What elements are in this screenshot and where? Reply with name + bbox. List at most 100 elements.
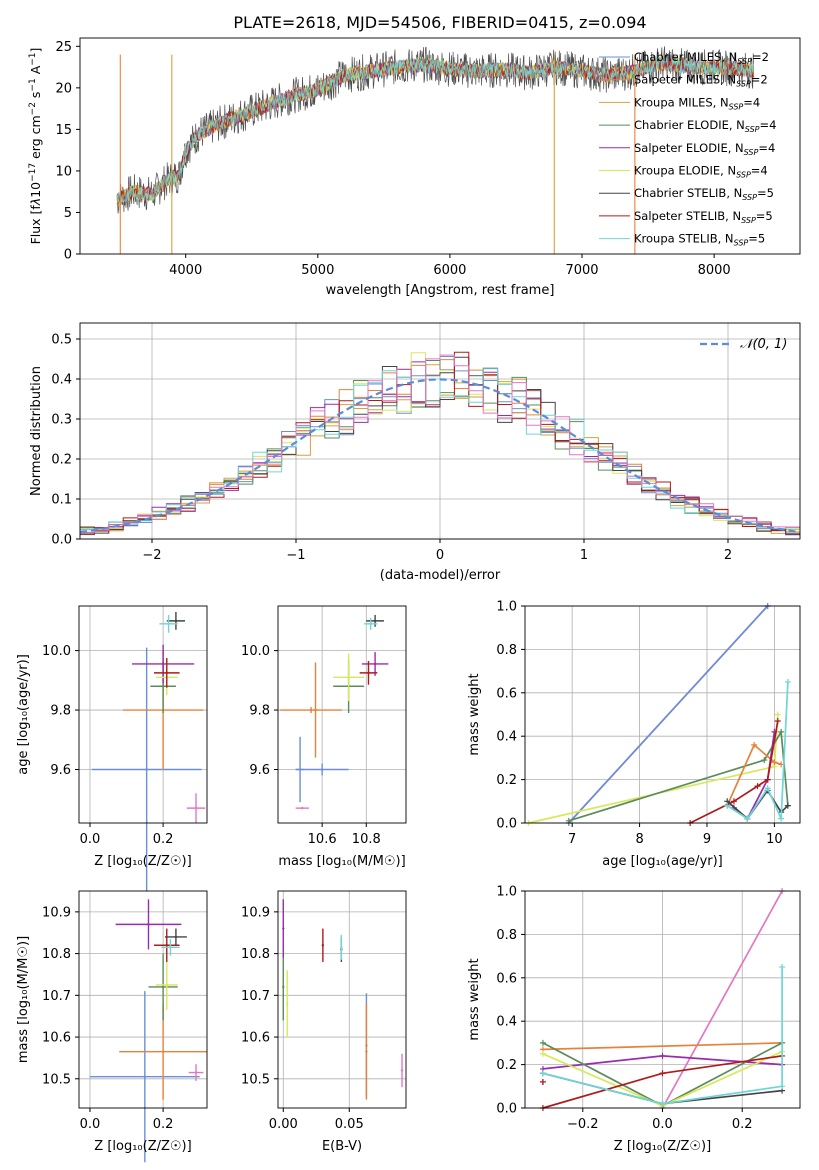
x-tick-label: −2	[142, 548, 161, 563]
x-tick-label: 9	[703, 832, 711, 847]
weight-marker	[539, 1050, 546, 1057]
y-axis-label: mass [log₁₀(M/M☉)]	[16, 936, 31, 1063]
weight-marker	[784, 678, 791, 685]
spectrum-y-axis-label: Flux [fλ10−17 erg cm−2 s−1 A−1]	[28, 48, 43, 245]
weight-marker	[539, 1070, 546, 1077]
plot-frame	[78, 605, 208, 824]
data-point	[165, 671, 168, 675]
x-tick-label: 0.0	[652, 1117, 673, 1132]
data-point	[165, 983, 168, 987]
data-point	[286, 1002, 289, 1005]
x-tick-label: 0.00	[269, 1117, 298, 1132]
data-point	[320, 768, 324, 771]
weight-marker	[764, 785, 771, 792]
x-tick-label: 10	[766, 832, 783, 847]
histogram-legend: 𝒩(0, 1)	[700, 337, 787, 352]
z-weight-panel: −0.2 0.0 0.2 0.0 0.2 0.4 0.6 0.8 1.0 Z [log₁₀(Z/Z…	[467, 885, 801, 1154]
weight-marker	[778, 815, 785, 822]
weight-marker	[774, 711, 781, 718]
y-tick-label: 9.6	[50, 763, 71, 778]
x-tick-label: 0.2	[732, 1117, 753, 1132]
weight-marker	[539, 1039, 546, 1046]
x-axis-label: Z [log₁₀(Z/Z☉)]	[94, 1139, 191, 1154]
x-tick-label: 0.2	[153, 1117, 174, 1132]
data-point	[282, 985, 285, 989]
weight-marker	[764, 776, 771, 783]
ebv-mass-panel: 0.00 0.05 10.5 10.6 10.7 10.8 10.9 E(B-V)	[241, 890, 407, 1154]
weight-line-4	[726, 743, 782, 806]
y-tick-label: 10.5	[42, 1072, 71, 1087]
x-axis-label: Z [log₁₀(Z/Z☉)]	[94, 854, 191, 869]
y-tick-label: 1.0	[496, 885, 517, 900]
x-axis-label: Z [log₁₀(Z/Z☉)]	[614, 1139, 711, 1154]
data-point	[321, 944, 325, 947]
x-axis-label: mass [log₁₀(M/M☉)]	[278, 854, 405, 869]
spectrum-legend: Chabrier MILES, NSSP=2 Salpeter MILES, NS…	[599, 50, 776, 248]
y-tick-label: 10.5	[241, 1072, 270, 1087]
x-tick-label: 8000	[698, 263, 731, 278]
x-tick-label: −1	[286, 548, 305, 563]
y-tick-label: 10.6	[241, 1031, 270, 1046]
weight-marker	[730, 798, 737, 805]
legend-label: Kroupa ELODIE, NSSP=4	[634, 164, 768, 180]
data-point	[161, 662, 165, 666]
legend-label: Chabrier MILES, NSSP=2	[634, 50, 769, 66]
data-point	[194, 806, 198, 810]
y-tick-label: 5	[64, 206, 72, 221]
spectrum-title: PLATE=2618, MJD=54506, FIBERID=0415, z=0…	[233, 13, 646, 32]
x-tick-label: 6000	[433, 263, 466, 278]
y-tick-label: 0.0	[496, 817, 517, 832]
data-point	[194, 1071, 198, 1074]
weight-marker	[784, 802, 791, 809]
y-axis-label: mass weight	[467, 958, 482, 1040]
data-point	[365, 1050, 368, 1053]
weight-marker	[779, 1083, 786, 1090]
x-tick-label: 0.2	[153, 832, 174, 847]
data-point	[347, 676, 350, 679]
y-tick-label: 9.6	[249, 763, 270, 778]
y-tick-label: 9.8	[50, 704, 71, 719]
y-tick-label: 10.8	[42, 947, 71, 962]
data-point	[161, 985, 165, 989]
y-tick-label: 10.8	[241, 947, 270, 962]
x-tick-label: 5000	[301, 263, 334, 278]
spectrum-x-axis-label: wavelength [Angstrom, rest frame]	[326, 283, 555, 298]
x-axis-label: E(B-V)	[322, 1139, 362, 1154]
x-tick-label: 8	[635, 832, 643, 847]
y-tick-label: 10.9	[42, 905, 71, 920]
plot-frame	[277, 605, 407, 824]
legend-label: Salpeter MILES, NSSP=2	[634, 73, 768, 89]
y-tick-label: 10.9	[241, 905, 270, 920]
weight-marker	[539, 1078, 546, 1085]
x-tick-label: 0.0	[80, 1117, 101, 1132]
data-point	[340, 946, 343, 949]
weight-marker	[761, 757, 768, 764]
data-point	[161, 1050, 165, 1053]
weight-marker	[754, 783, 761, 790]
y-tick-label: 9.8	[249, 704, 270, 719]
legend-label: Salpeter ELODIE, NSSP=4	[634, 141, 775, 157]
y-tick-label: 0.2	[496, 773, 517, 788]
x-tick-label: 2	[724, 548, 732, 563]
legend-label: Chabrier ELODIE, NSSP=4	[634, 118, 776, 134]
spectrum-axis-ticks: 4000 5000 6000 7000 8000 0 5 10 15 20 25	[55, 40, 730, 278]
y-tick-label: 10.0	[241, 644, 270, 659]
data-point	[373, 662, 377, 666]
legend-label: Salpeter STELIB, NSSP=5	[634, 209, 773, 225]
histogram-series-8	[80, 368, 800, 530]
legend-label: Kroupa MILES, NSSP=4	[634, 95, 760, 111]
weight-marker	[744, 815, 751, 822]
data-point	[143, 1075, 147, 1078]
plot-frame	[78, 890, 208, 1109]
y-tick-label: 0.2	[496, 1058, 517, 1073]
data-point	[309, 708, 313, 712]
weight-line-1	[542, 1042, 783, 1051]
y-tick-label: 0.6	[496, 686, 517, 701]
normal-distribution-curve	[79, 378, 798, 534]
x-tick-label: 0.05	[335, 1117, 364, 1132]
plot-frame	[524, 605, 801, 824]
z-age-panel: 0.0 0.2 9.6 9.8 10.0 Z [log₁₀(Z/Z☉)] age [log₁…	[16, 605, 208, 892]
age-weight-panel: 7 8 9 10 0.0 0.2 0.4 0.6 0.8 1.0 age [log₁₀(age/yr…	[467, 600, 801, 869]
plot-frame	[277, 890, 407, 1109]
